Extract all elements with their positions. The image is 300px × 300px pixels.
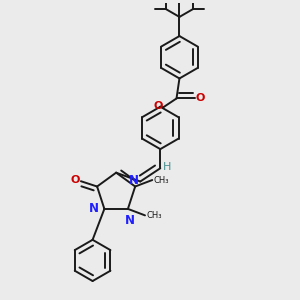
Text: CH₃: CH₃ [154, 176, 169, 184]
Text: N: N [124, 214, 134, 227]
Text: H: H [163, 162, 171, 172]
Text: O: O [71, 175, 80, 185]
Text: O: O [153, 101, 163, 111]
Text: O: O [195, 93, 205, 103]
Text: N: N [129, 173, 139, 187]
Text: N: N [89, 202, 99, 215]
Text: CH₃: CH₃ [146, 212, 162, 220]
